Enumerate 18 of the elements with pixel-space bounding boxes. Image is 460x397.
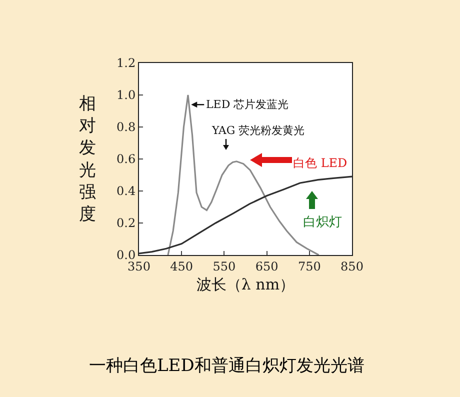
y-tick-label: 0.6 xyxy=(116,152,136,166)
x-tick-label: 450 xyxy=(170,259,194,274)
y-axis-title: 相对发光强度 xyxy=(79,94,96,224)
y-tick-label: 0.4 xyxy=(116,184,136,198)
x-axis-title: 波长（λ nm） xyxy=(196,275,295,294)
y-tick-label: 0.2 xyxy=(116,216,136,230)
x-tick-label: 550 xyxy=(212,259,236,274)
annotation: 白炽灯 xyxy=(303,215,342,230)
annotation: YAG 荧光粉发黄光 xyxy=(211,124,305,137)
annotation: 白色 LED xyxy=(293,156,348,170)
text: 一种白色LED和普通白炽灯发光光谱 xyxy=(89,356,364,376)
y-tick-label: 1.0 xyxy=(116,88,136,102)
x-tick-label: 650 xyxy=(255,259,278,274)
x-tick-label: 850 xyxy=(340,259,364,274)
y-tick-label: 1.2 xyxy=(116,56,136,70)
y-tick-label: 0.8 xyxy=(116,120,136,134)
annotation: LED 芯片发蓝光 xyxy=(206,98,289,111)
x-tick-label: 750 xyxy=(298,259,321,274)
